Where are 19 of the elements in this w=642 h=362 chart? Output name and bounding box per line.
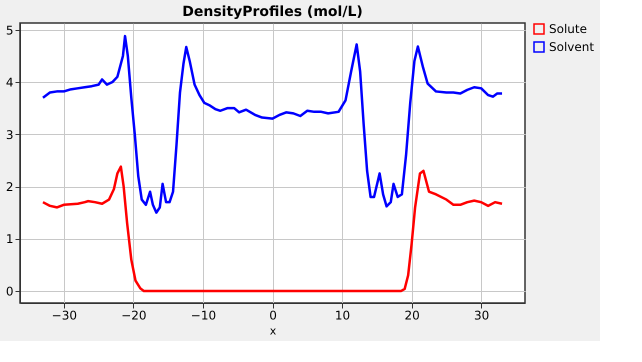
legend-label: Solvent xyxy=(549,40,594,54)
x-tick-label: −10 xyxy=(190,308,216,322)
x-tick-label: 0 xyxy=(269,308,277,322)
line-series xyxy=(42,165,504,292)
x-tick-label: −30 xyxy=(52,308,77,322)
y-tick-label: 0 xyxy=(6,284,14,298)
y-tick-label: 5 xyxy=(6,23,14,38)
x-axis-title: x xyxy=(270,324,277,338)
x-tick-label: −20 xyxy=(121,308,147,322)
y-tick-label: 1 xyxy=(6,232,14,246)
legend-label: Solute xyxy=(549,22,587,36)
y-tick-label: 4 xyxy=(6,76,14,90)
x-tick-label: 20 xyxy=(404,308,420,322)
x-tick-label: 30 xyxy=(474,308,490,322)
y-tick-label: 3 xyxy=(6,128,14,142)
y-tick-label: 2 xyxy=(6,180,14,194)
line-series xyxy=(42,34,504,214)
chart-title: DensityProfiles (mol/L) xyxy=(182,4,363,20)
x-tick-label: 10 xyxy=(334,308,350,322)
